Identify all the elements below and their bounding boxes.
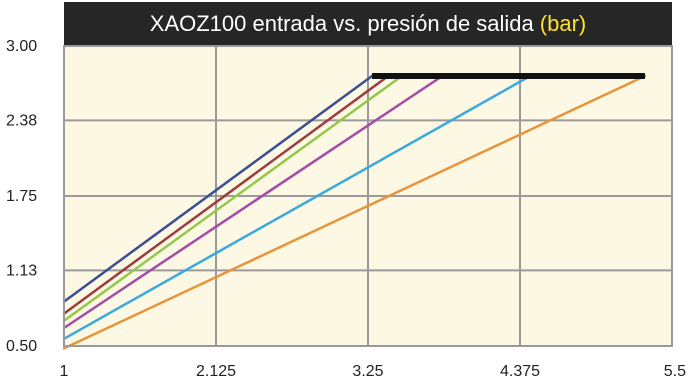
grid-lines	[64, 46, 672, 346]
x-tick-label: 3.25	[352, 363, 383, 380]
series-line-3	[62, 74, 404, 323]
series-line-6	[62, 74, 647, 350]
series-line-1	[62, 74, 374, 303]
series-line-5	[62, 74, 532, 341]
y-tick-label: 1.13	[6, 262, 37, 279]
x-tick-label: 4.375	[500, 363, 540, 380]
x-tick-label: 1	[60, 363, 69, 380]
series-line-2	[62, 74, 390, 315]
y-tick-label: 3.00	[6, 38, 37, 55]
chart-title-bar: XAOZ100 entrada vs. presión de salida (b…	[64, 2, 672, 46]
y-tick-label: 0.50	[6, 338, 37, 355]
y-tick-label: 2.38	[6, 112, 37, 129]
chart-title-unit: (bar)	[539, 11, 587, 36]
chart-title: XAOZ100 entrada vs. presión de salida	[149, 11, 534, 36]
x-axis-ticks: 1 2.125 3.25 4.375 5.5	[60, 363, 687, 380]
y-tick-label: 1.75	[6, 188, 37, 205]
x-tick-label: 2.125	[196, 363, 236, 380]
plot-frame	[63, 45, 673, 347]
series-line-4	[62, 74, 444, 330]
series-lines	[62, 74, 647, 350]
y-axis-ticks: 0.50 1.13 1.75 2.38 3.00	[6, 38, 37, 355]
x-tick-label: 5.5	[664, 363, 686, 380]
